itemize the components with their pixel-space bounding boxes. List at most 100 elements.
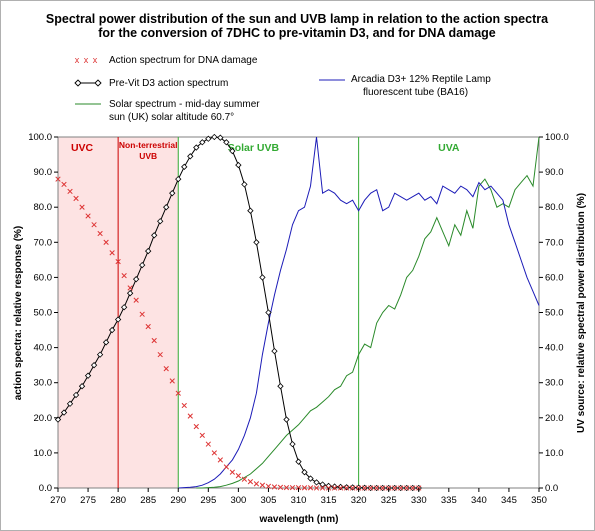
series-1-point-9 — [108, 326, 116, 334]
series-0-point-39 — [289, 484, 296, 491]
series-0-point-33 — [253, 481, 260, 487]
series-1-point-16 — [151, 232, 158, 239]
series-1-point-40 — [295, 458, 302, 465]
series-1-point-28 — [223, 139, 230, 146]
series-1-point-24 — [199, 139, 206, 146]
x-tick-label-5: 295 — [200, 495, 216, 506]
series-0-point-59 — [410, 485, 416, 491]
y-axis-label-left: action spectra: relative response (%) — [13, 226, 24, 401]
y-tick-label-left-1: 10.0 — [34, 448, 53, 459]
y-tick-label-right-4: 40.0 — [545, 343, 564, 354]
series-0-point-35 — [265, 483, 272, 489]
series-0-point-10 — [115, 258, 121, 265]
series-0-point-54 — [380, 485, 386, 491]
y-tick-label-right-1: 10.0 — [545, 448, 564, 459]
series-1-point-11 — [120, 304, 128, 311]
x-tick-label-0: 270 — [50, 495, 66, 506]
y-tick-label-left-3: 30.0 — [34, 378, 53, 389]
y-tick-label-left-9: 90.0 — [34, 167, 53, 178]
y-tick-label-right-3: 30.0 — [545, 378, 564, 389]
series-0-point-27 — [217, 457, 223, 463]
series-1-point-17 — [157, 218, 164, 225]
series-1-point-26 — [211, 133, 218, 141]
series-1-point-19 — [169, 189, 176, 197]
series-1-point-13 — [132, 275, 140, 283]
series-1-point-33 — [253, 239, 260, 246]
series-0-point-52 — [367, 485, 374, 491]
legend-label-solar-1: Solar spectrum - mid-day summer — [109, 99, 260, 110]
series-0-point-47 — [337, 485, 344, 491]
axes: 270 275 280 285 290 295 300 305 310 315 320 325 330 3… — [28, 132, 569, 506]
series-0-point-7 — [97, 230, 103, 237]
series-1-point-47 — [337, 483, 344, 491]
series-1-point-1 — [60, 409, 68, 416]
y-tick-label-left-7: 70.0 — [34, 237, 53, 248]
series-1-point-12 — [126, 290, 134, 297]
x-tick-label-7: 305 — [261, 495, 277, 506]
legend-label-previtd3: Pre-Vit D3 action spectrum — [109, 78, 228, 89]
x-tick-label-2: 280 — [110, 495, 126, 506]
legend-marker-previtd3 — [74, 79, 102, 87]
x-tick-label-8: 310 — [291, 495, 307, 506]
y-tick-label-left-10: 100.0 — [28, 132, 52, 143]
series-0-point-5 — [85, 213, 91, 219]
y-tick-label-right-2: 20.0 — [545, 413, 564, 424]
legend-label-dna: Action spectrum for DNA damage — [109, 55, 258, 66]
legend-label-arcadia-1: Arcadia D3+ 12% Reptile Lamp — [351, 74, 491, 85]
x-tick-label-11: 325 — [381, 495, 397, 506]
series-0-point-29 — [229, 469, 236, 475]
x-tick-label-16: 350 — [531, 495, 547, 506]
y-tick-label-left-2: 20.0 — [34, 413, 53, 424]
series-1-point-34 — [259, 274, 266, 281]
series-1-point-36 — [271, 347, 278, 355]
series-0-point-49 — [349, 485, 356, 491]
legend-label-solar-2: sun (UK) solar altitude 60.7° — [109, 112, 234, 123]
series-0-point-26 — [211, 450, 217, 456]
series-0-point-51 — [361, 485, 368, 491]
series-1-point-10 — [114, 316, 122, 323]
series-1-point-14 — [139, 261, 146, 269]
region-label-1-line2: UVB — [139, 151, 157, 161]
series-3 — [178, 136, 540, 489]
series-1-point-37 — [277, 383, 284, 390]
svg-text:x: x — [84, 55, 89, 65]
y-tick-label-right-6: 60.0 — [545, 272, 564, 283]
region-shade-1 — [118, 137, 179, 488]
series-1-point-4 — [78, 383, 86, 390]
y-tick-label-left-4: 40.0 — [34, 343, 53, 354]
series-2 — [196, 136, 540, 489]
series-1-point-2 — [66, 400, 74, 407]
x-tick-label-4: 290 — [170, 495, 186, 506]
legend: x x x Action spectrum for DNA damage Pre… — [74, 55, 491, 123]
series-0-point-42 — [307, 485, 314, 491]
series-0-point-32 — [247, 479, 254, 485]
x-tick-label-10: 320 — [351, 495, 367, 506]
x-tick-label-9: 315 — [321, 495, 337, 506]
series-0-point-34 — [259, 482, 266, 488]
series-0-point-28 — [223, 464, 230, 470]
series-1-point-41 — [301, 469, 308, 476]
series-0-point-20 — [175, 390, 181, 396]
series-0-point-19 — [169, 378, 175, 384]
series-0-point-13 — [133, 297, 139, 303]
y-tick-label-left-8: 80.0 — [34, 202, 53, 213]
y-tick-label-right-7: 70.0 — [545, 237, 564, 248]
series-1-point-15 — [145, 247, 152, 255]
series-1-point-5 — [84, 372, 92, 379]
series-0-point-0 — [55, 176, 61, 182]
chart-title-line2: for the conversion of 7DHC to pre-vitami… — [98, 26, 496, 40]
series-0-point-38 — [283, 484, 290, 491]
series-0-point-37 — [277, 484, 284, 490]
series-1-point-25 — [205, 135, 212, 142]
series-1-point-18 — [163, 204, 170, 211]
x-axis-label: wavelength (nm) — [259, 514, 339, 525]
x-tick-label-1: 275 — [80, 495, 96, 506]
series-1-point-7 — [96, 351, 104, 358]
series-1-point-22 — [187, 153, 194, 160]
series-0-point-1 — [61, 181, 67, 188]
series-0-point-21 — [181, 402, 187, 409]
series-0-point-18 — [163, 366, 169, 372]
y-tick-label-right-8: 80.0 — [545, 202, 564, 213]
